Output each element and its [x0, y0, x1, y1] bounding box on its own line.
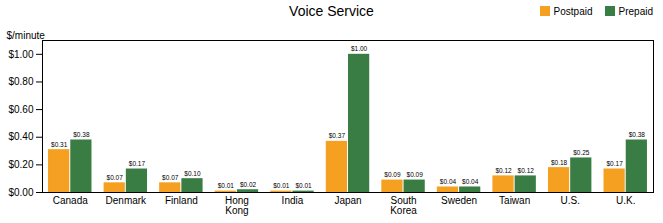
svg-text:$0.10: $0.10 — [184, 170, 201, 177]
svg-text:$0.18: $0.18 — [551, 159, 568, 166]
svg-text:$0.09: $0.09 — [407, 171, 424, 178]
svg-text:$0.37: $0.37 — [329, 132, 346, 139]
svg-text:U.S.: U.S. — [560, 195, 579, 206]
svg-text:$0.02: $0.02 — [240, 181, 257, 188]
svg-text:$0.07: $0.07 — [162, 174, 179, 181]
svg-text:U.K.: U.K. — [616, 195, 635, 206]
svg-text:Canada: Canada — [53, 195, 88, 206]
svg-text:$0.17: $0.17 — [606, 160, 623, 167]
svg-text:Finland: Finland — [165, 195, 198, 206]
svg-text:$0.31: $0.31 — [51, 141, 68, 148]
svg-text:India: India — [282, 195, 304, 206]
svg-text:$0.17: $0.17 — [129, 160, 146, 167]
svg-text:$0.12: $0.12 — [495, 167, 512, 174]
svg-text:$1.00: $1.00 — [8, 49, 33, 60]
svg-text:$0.60: $0.60 — [8, 104, 33, 115]
svg-text:$0.01: $0.01 — [295, 182, 312, 189]
svg-text:$0.04: $0.04 — [440, 178, 457, 185]
svg-text:SouthKorea: SouthKorea — [390, 195, 417, 216]
svg-text:$1.00: $1.00 — [351, 45, 368, 52]
svg-text:$0.80: $0.80 — [8, 76, 33, 87]
svg-text:HongKong: HongKong — [225, 195, 249, 216]
svg-text:$0.12: $0.12 — [518, 167, 535, 174]
svg-text:$0.38: $0.38 — [629, 131, 646, 138]
svg-text:$0.38: $0.38 — [73, 131, 90, 138]
svg-text:$/minute: $/minute — [7, 30, 46, 41]
html-text:Postpaid: Postpaid — [553, 5, 593, 17]
html-text:Voice Service: Voice Service — [289, 3, 374, 19]
svg-text:$0.01: $0.01 — [273, 182, 290, 189]
svg-text:$0.04: $0.04 — [462, 178, 479, 185]
svg-text:$0.01: $0.01 — [218, 182, 235, 189]
html-text:Prepaid: Prepaid — [618, 5, 653, 17]
svg-text:$0.25: $0.25 — [573, 149, 590, 156]
svg-text:$0.00: $0.00 — [8, 187, 33, 198]
svg-text:Sweden: Sweden — [441, 195, 477, 206]
svg-text:Taiwan: Taiwan — [499, 195, 530, 206]
svg-text:Denmark: Denmark — [106, 195, 148, 206]
svg-text:$0.20: $0.20 — [8, 159, 33, 170]
svg-text:$0.07: $0.07 — [107, 174, 124, 181]
svg-text:$0.09: $0.09 — [384, 171, 401, 178]
svg-text:$0.40: $0.40 — [8, 131, 33, 142]
svg-text:Japan: Japan — [334, 195, 361, 206]
